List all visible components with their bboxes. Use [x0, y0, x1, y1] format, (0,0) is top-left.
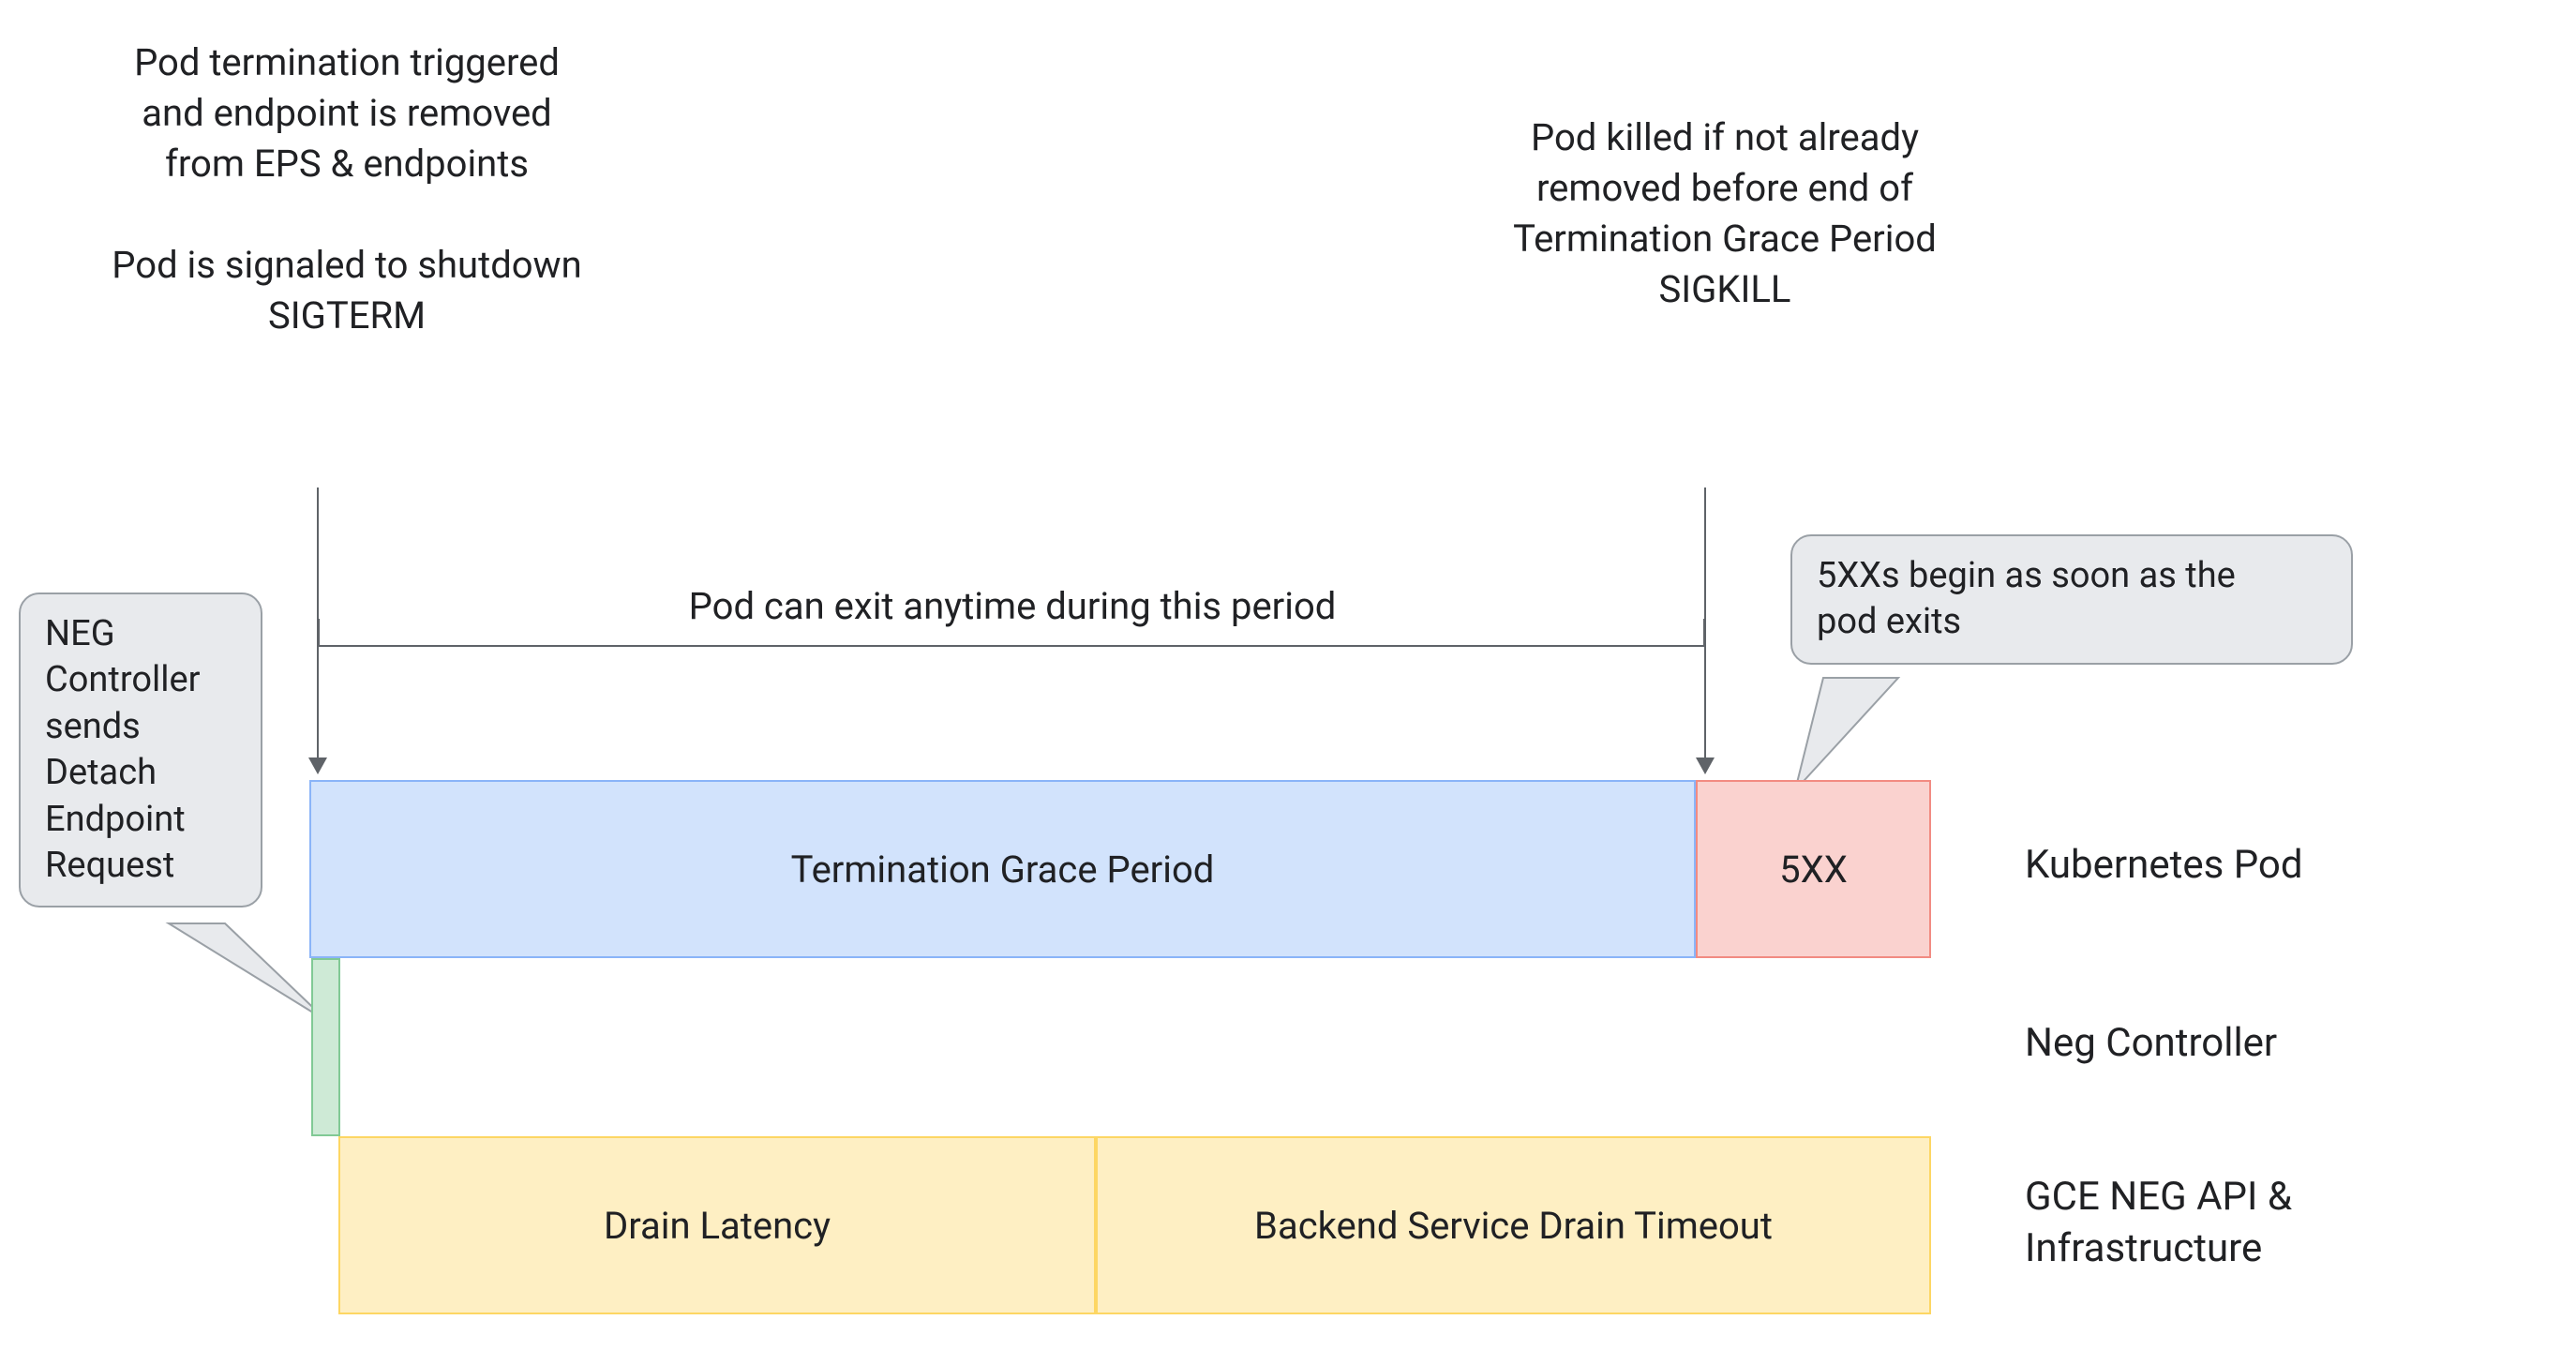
arrow-sigkill-head	[1696, 758, 1715, 774]
bar-grace-label: Termination Grace Period	[791, 848, 1215, 892]
row-label-neg-controller: Neg Controller	[2025, 1018, 2277, 1070]
bar-neg-tick	[311, 958, 340, 1136]
row-label-kubernetes-pod: Kubernetes Pod	[2025, 840, 2303, 892]
annotation-sigterm: Pod termination triggered and endpoint i…	[56, 38, 637, 341]
callout-5xx-tail	[1786, 673, 1926, 795]
diagram-canvas: Pod termination triggered and endpoint i…	[0, 0, 2576, 1350]
bar-drain-label: Drain Latency	[604, 1204, 831, 1248]
annotation-sigkill: Pod killed if not already removed before…	[1434, 112, 2015, 315]
callout-neg-controller: NEG Controller sends Detach Endpoint Req…	[19, 592, 262, 908]
bar-timeout-label: Backend Service Drain Timeout	[1254, 1204, 1773, 1248]
bar-5xx: 5XX	[1696, 780, 1931, 958]
bar-5xx-label: 5XX	[1779, 848, 1848, 892]
bar-drain-latency: Drain Latency	[338, 1136, 1096, 1314]
bracket-left	[318, 619, 320, 647]
bracket-right	[1703, 619, 1705, 647]
annotation-period-note: Pod can exit anytime during this period	[525, 578, 1500, 636]
callout-5xx: 5XXs begin as soon as the pod exits	[1790, 534, 2353, 665]
row-label-gce-neg: GCE NEG API & Infrastructure	[2025, 1172, 2292, 1274]
bar-termination-grace-period: Termination Grace Period	[309, 780, 1696, 958]
arrow-sigterm-head	[308, 758, 327, 774]
bracket-horizontal	[318, 645, 1705, 647]
bar-backend-drain-timeout: Backend Service Drain Timeout	[1096, 1136, 1931, 1314]
